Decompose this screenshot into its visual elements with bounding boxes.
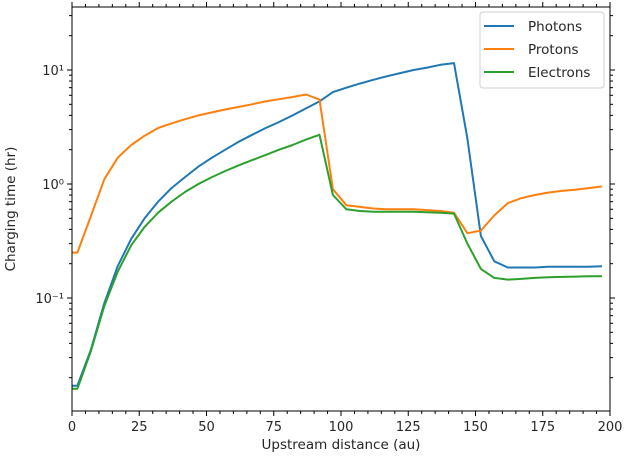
x-tick-label: 100: [329, 420, 354, 435]
major-ticks: [67, 2, 615, 416]
x-tick-label: 200: [598, 420, 623, 435]
legend-item-electrons: Electrons: [484, 65, 590, 81]
x-tick-label: 75: [265, 420, 282, 435]
x-tick-label: 50: [198, 420, 215, 435]
y-axis-label: Charging time (hr): [3, 147, 19, 272]
x-tick-label: 175: [530, 420, 555, 435]
x-tick-label: 125: [396, 420, 421, 435]
legend-item-photons: Photons: [484, 19, 582, 35]
y-tick-label: 10⁰: [42, 178, 64, 193]
x-tick-label: 150: [463, 420, 488, 435]
legend-box: [479, 11, 605, 89]
axes-frame: [71, 6, 611, 412]
y-tick-labels: 10⁻¹ 10⁰ 10¹: [35, 64, 64, 307]
x-tick-label: 0: [68, 420, 76, 435]
x-tick-labels: 0 25 50 75 100 125 150 175 200: [68, 420, 623, 435]
series-line-protons: [72, 93, 603, 254]
x-axis-label: Upstream distance (au): [262, 437, 421, 453]
legend-label-protons: Protons: [528, 42, 579, 58]
x-tick-label: 25: [131, 420, 148, 435]
series-line-photons: [72, 62, 602, 387]
series-line-electrons: [72, 133, 602, 390]
y-tick-label: 10¹: [42, 64, 64, 79]
y-tick-label: 10⁻¹: [35, 292, 64, 307]
legend-label-photons: Photons: [528, 19, 582, 35]
legend-label-electrons: Electrons: [528, 65, 590, 81]
plot-lines: [72, 62, 603, 390]
legend-item-protons: Protons: [484, 42, 579, 58]
legend: Photons Protons Electrons: [479, 11, 605, 89]
